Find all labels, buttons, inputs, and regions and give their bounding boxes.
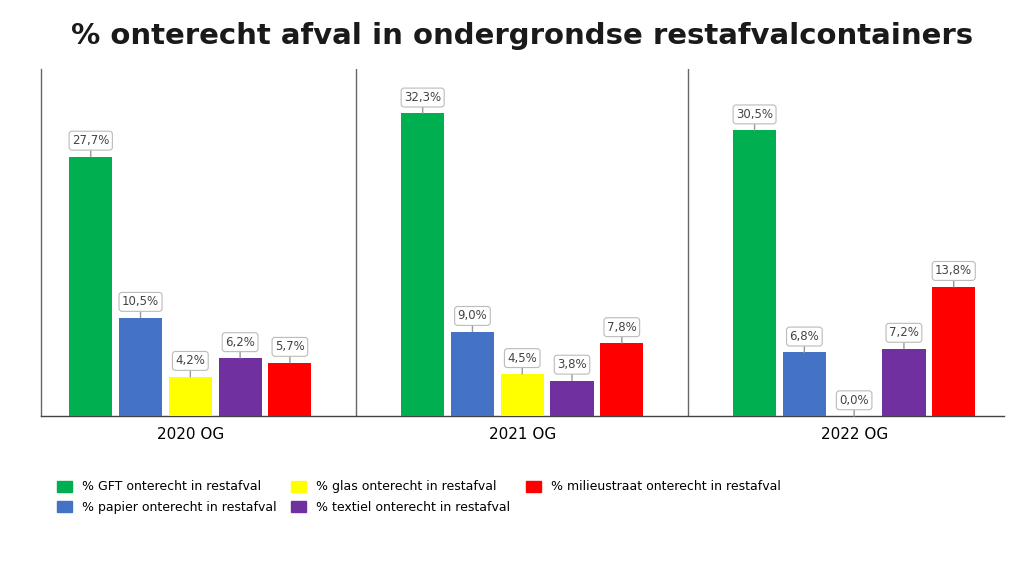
Title: % onterecht afval in ondergrondse restafvalcontainers: % onterecht afval in ondergrondse restaf… bbox=[72, 23, 973, 50]
Text: 4,5%: 4,5% bbox=[507, 351, 538, 374]
Bar bbox=[119, 318, 162, 416]
Bar bbox=[600, 343, 643, 416]
Bar bbox=[70, 157, 113, 416]
Bar bbox=[883, 349, 926, 416]
Text: 4,2%: 4,2% bbox=[175, 354, 205, 377]
Bar bbox=[782, 353, 826, 416]
Bar bbox=[932, 287, 975, 416]
Legend: % GFT onterecht in restafval, % papier onterecht in restafval, % glas onterecht : % GFT onterecht in restafval, % papier o… bbox=[57, 480, 780, 514]
Text: 6,2%: 6,2% bbox=[225, 336, 255, 358]
Bar bbox=[451, 332, 494, 416]
Bar bbox=[268, 363, 311, 416]
Bar bbox=[551, 380, 594, 416]
Text: 5,7%: 5,7% bbox=[275, 340, 305, 363]
Text: 0,0%: 0,0% bbox=[840, 394, 869, 416]
Text: 13,8%: 13,8% bbox=[935, 265, 973, 287]
Bar bbox=[733, 130, 776, 416]
Text: 32,3%: 32,3% bbox=[404, 91, 441, 113]
Bar bbox=[218, 358, 262, 416]
Text: 7,2%: 7,2% bbox=[889, 327, 919, 349]
Bar bbox=[169, 377, 212, 416]
Text: 27,7%: 27,7% bbox=[72, 134, 110, 157]
Text: 30,5%: 30,5% bbox=[736, 108, 773, 130]
Bar bbox=[401, 113, 444, 416]
Text: 6,8%: 6,8% bbox=[790, 330, 819, 353]
Text: 3,8%: 3,8% bbox=[557, 358, 587, 380]
Bar bbox=[501, 374, 544, 416]
Text: 7,8%: 7,8% bbox=[607, 321, 637, 343]
Text: 10,5%: 10,5% bbox=[122, 295, 159, 318]
Text: 9,0%: 9,0% bbox=[458, 309, 487, 332]
